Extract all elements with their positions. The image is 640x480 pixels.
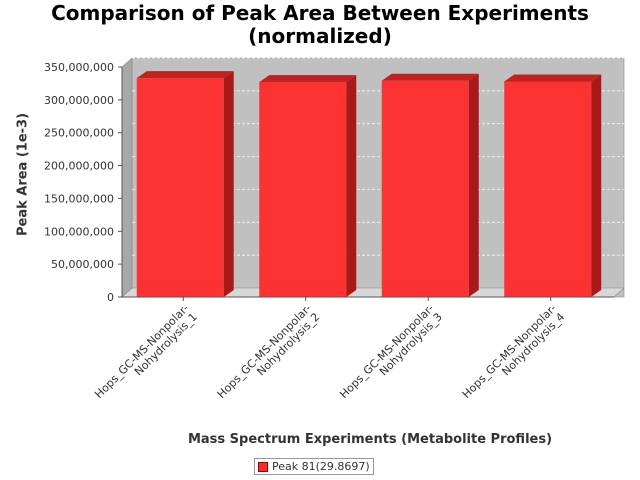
x-axis-label: Mass Spectrum Experiments (Metabolite Pr… bbox=[187, 432, 553, 447]
y-tick-label: 350,000,000 bbox=[44, 61, 114, 74]
axes bbox=[118, 66, 614, 301]
chart-title: Comparison of Peak Area Between Experime… bbox=[51, 1, 589, 48]
bar bbox=[259, 75, 357, 297]
plot-side-wall bbox=[121, 57, 133, 298]
bar bbox=[136, 71, 234, 298]
x-tick-label: Hops_GC-MS-Nonpolar-Nohydrolysis_2 bbox=[215, 302, 323, 410]
y-tick-label: 200,000,000 bbox=[44, 160, 114, 173]
y-tick-label: 150,000,000 bbox=[44, 192, 114, 205]
bar-front bbox=[259, 82, 347, 297]
x-tick-label: Hops_GC-MS-Nonpolar-Nohydrolysis_1 bbox=[92, 302, 200, 410]
bar-top bbox=[136, 71, 234, 79]
y-tick-labels: 0 50,000,000 100,000,000 150,000,000 200,000… bbox=[44, 61, 114, 304]
bar-top bbox=[259, 75, 357, 83]
bar bbox=[504, 74, 602, 297]
legend: Peak 81(29.8697) bbox=[254, 458, 374, 475]
y-tick-label: 250,000,000 bbox=[44, 127, 114, 140]
bar-top bbox=[504, 74, 602, 82]
x-tick-label: Hops_GC-MS-Nonpolar-Nohydrolysis_4 bbox=[460, 302, 568, 410]
bar-top bbox=[381, 73, 479, 81]
bars-group bbox=[136, 71, 602, 298]
x-tick-label-line: Hops_GC-MS-Nonpolar- bbox=[460, 302, 559, 401]
y-tick-label: 0 bbox=[107, 291, 114, 304]
x-tick-label-line: Hops_GC-MS-Nonpolar- bbox=[92, 302, 191, 401]
legend-label: Peak 81(29.8697) bbox=[272, 460, 370, 473]
bar-front bbox=[136, 78, 224, 298]
x-tick-label-line: Hops_GC-MS-Nonpolar- bbox=[337, 302, 436, 401]
bar-front bbox=[381, 80, 469, 297]
bar-side bbox=[591, 74, 602, 297]
bar bbox=[381, 73, 479, 297]
y-tick-label: 50,000,000 bbox=[51, 258, 114, 271]
legend-swatch bbox=[258, 461, 268, 472]
x-tick-label: Hops_GC-MS-Nonpolar-Nohydrolysis_3 bbox=[337, 302, 445, 410]
x-tick-labels: Hops_GC-MS-Nonpolar-Nohydrolysis_1 Hops_G… bbox=[92, 302, 568, 410]
x-tick-label-line: Hops_GC-MS-Nonpolar- bbox=[215, 302, 314, 401]
y-tick-label: 300,000,000 bbox=[44, 94, 114, 107]
y-tick-label: 100,000,000 bbox=[44, 225, 114, 238]
bar-front bbox=[504, 81, 592, 297]
y-axis-label: Peak Area (1e-3) bbox=[15, 112, 31, 237]
bar-side bbox=[346, 75, 357, 297]
bar-side bbox=[223, 71, 234, 298]
bar-side bbox=[468, 73, 479, 297]
